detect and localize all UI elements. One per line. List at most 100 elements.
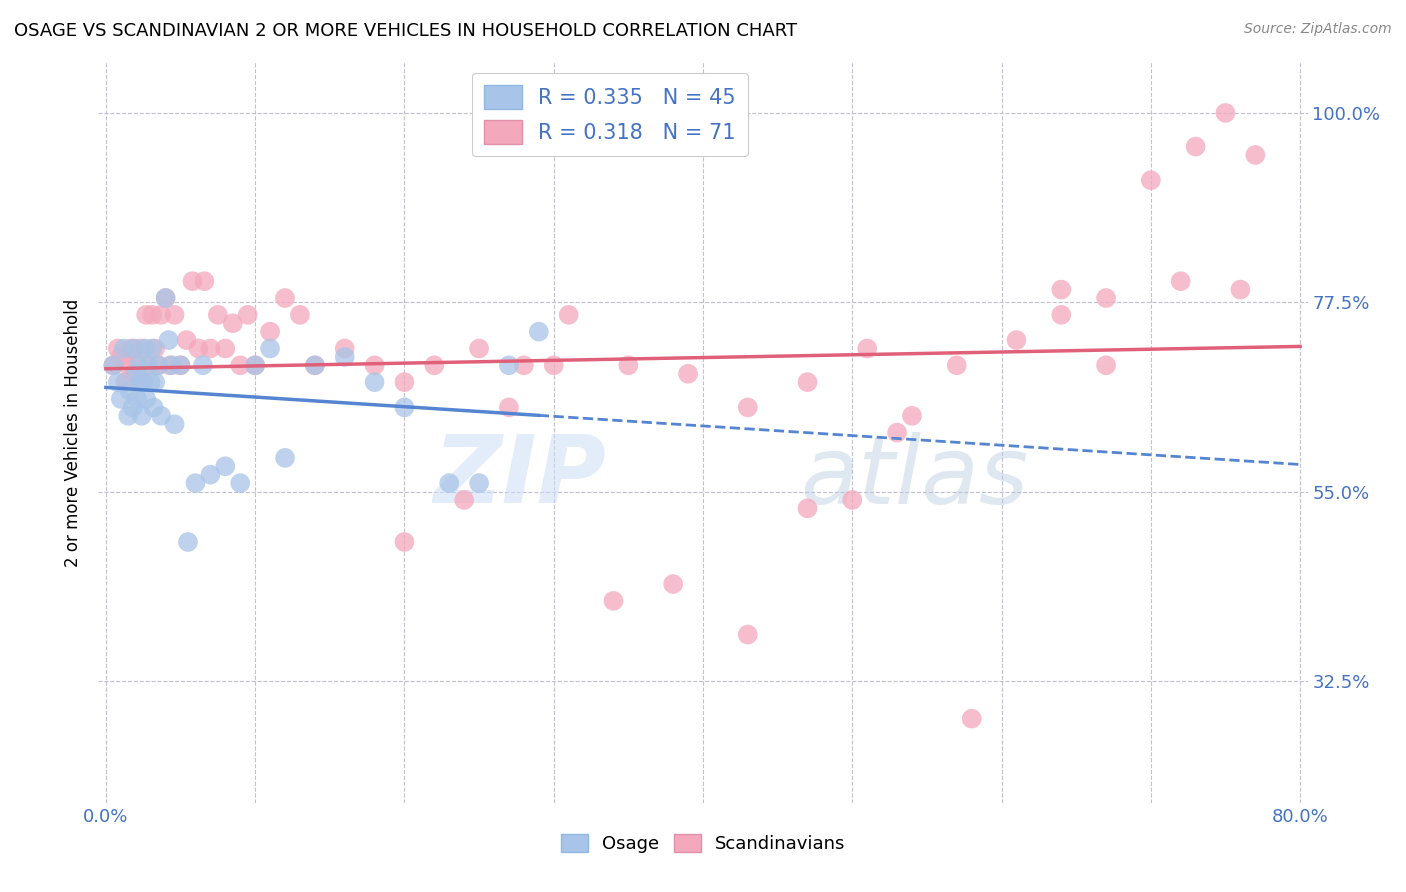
Point: [146, 359, 169, 373]
Point: [187, 342, 209, 356]
Point: [132, 375, 155, 389]
Point: [184, 476, 207, 491]
Point: [127, 359, 149, 373]
Point: [110, 392, 132, 406]
Point: [617, 359, 640, 373]
Point: [120, 342, 142, 356]
Point: [150, 409, 173, 423]
Point: [513, 359, 536, 373]
Y-axis label: 2 or more Vehicles in Household: 2 or more Vehicles in Household: [65, 299, 83, 566]
Point: [468, 342, 491, 356]
Point: [132, 375, 155, 389]
Point: [1005, 333, 1028, 347]
Point: [236, 308, 259, 322]
Point: [602, 594, 624, 608]
Point: [155, 291, 177, 305]
Point: [557, 308, 579, 322]
Point: [363, 375, 385, 389]
Point: [207, 308, 229, 322]
Point: [333, 350, 356, 364]
Point: [1244, 148, 1267, 162]
Point: [177, 535, 200, 549]
Point: [796, 375, 818, 389]
Point: [468, 476, 491, 491]
Point: [136, 359, 159, 373]
Point: [103, 359, 125, 373]
Point: [243, 359, 266, 373]
Point: [129, 342, 152, 356]
Legend: Osage, Scandinavians: Osage, Scandinavians: [554, 827, 852, 861]
Point: [163, 308, 186, 322]
Point: [122, 367, 145, 381]
Point: [134, 342, 156, 356]
Point: [394, 375, 416, 389]
Point: [146, 359, 169, 373]
Point: [363, 359, 385, 373]
Point: [122, 342, 145, 356]
Point: [150, 308, 173, 322]
Point: [394, 401, 416, 415]
Point: [1184, 139, 1206, 153]
Point: [1140, 173, 1163, 187]
Point: [498, 359, 520, 373]
Point: [243, 359, 266, 373]
Point: [129, 375, 152, 389]
Point: [423, 359, 446, 373]
Text: Source: ZipAtlas.com: Source: ZipAtlas.com: [1244, 22, 1392, 37]
Point: [103, 359, 125, 373]
Point: [141, 308, 163, 322]
Point: [543, 359, 565, 373]
Point: [288, 308, 311, 322]
Point: [169, 359, 191, 373]
Point: [229, 476, 252, 491]
Point: [107, 342, 129, 356]
Point: [304, 359, 326, 373]
Point: [163, 417, 186, 432]
Point: [139, 375, 162, 389]
Point: [274, 450, 297, 465]
Point: [117, 409, 139, 423]
Point: [662, 577, 685, 591]
Point: [304, 359, 326, 373]
Text: ZIP: ZIP: [433, 431, 606, 523]
Point: [1170, 274, 1192, 288]
Point: [169, 359, 191, 373]
Point: [1229, 283, 1251, 297]
Point: [214, 459, 236, 474]
Point: [135, 392, 157, 406]
Point: [193, 274, 215, 288]
Point: [527, 325, 550, 339]
Point: [498, 401, 520, 415]
Point: [121, 401, 143, 415]
Point: [901, 409, 924, 423]
Point: [886, 425, 908, 440]
Point: [737, 401, 759, 415]
Point: [222, 316, 245, 330]
Point: [1050, 283, 1073, 297]
Point: [259, 325, 281, 339]
Point: [1095, 359, 1118, 373]
Point: [112, 342, 135, 356]
Text: atlas: atlas: [800, 432, 1028, 523]
Point: [159, 359, 181, 373]
Point: [394, 535, 416, 549]
Point: [160, 359, 183, 373]
Point: [155, 291, 177, 305]
Point: [143, 342, 166, 356]
Point: [333, 342, 356, 356]
Point: [128, 359, 150, 373]
Point: [118, 384, 141, 398]
Point: [200, 342, 222, 356]
Point: [141, 342, 163, 356]
Point: [439, 476, 461, 491]
Point: [1095, 291, 1118, 305]
Point: [737, 627, 759, 641]
Point: [229, 359, 252, 373]
Point: [453, 492, 475, 507]
Point: [191, 359, 214, 373]
Point: [1050, 308, 1073, 322]
Point: [856, 342, 879, 356]
Point: [143, 375, 166, 389]
Point: [142, 401, 165, 415]
Point: [135, 308, 157, 322]
